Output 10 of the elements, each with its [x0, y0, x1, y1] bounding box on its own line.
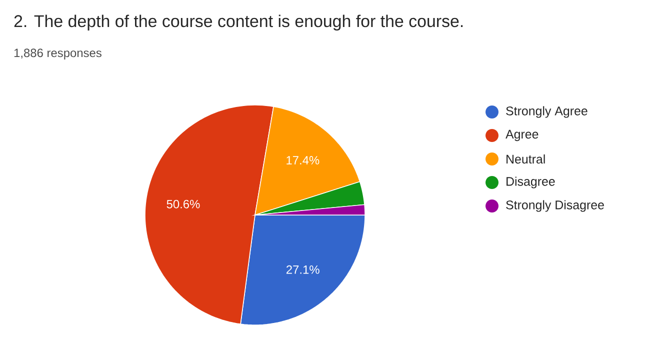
- legend-label: Agree: [506, 130, 538, 142]
- legend-label: Strongly Agree: [506, 106, 588, 118]
- chart-subtitle: 1,886 responses: [14, 48, 102, 60]
- legend-label: Disagree: [506, 176, 555, 188]
- legend-label: Strongly Disagree: [506, 200, 604, 212]
- data-label: 50.6%: [166, 200, 200, 208]
- chart-title: 2. The depth of the course content is enough for the course.: [14, 14, 463, 31]
- legend-label: Neutral: [506, 154, 545, 164]
- data-label: 17.4%: [286, 156, 320, 164]
- data-label: 27.1%: [286, 265, 320, 274]
